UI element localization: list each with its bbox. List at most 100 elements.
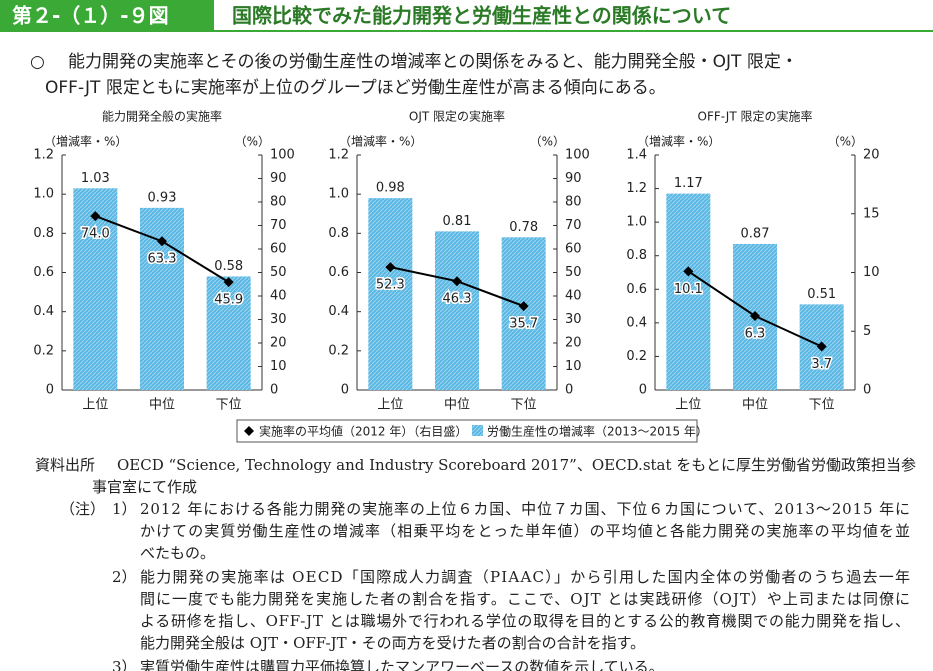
x-tick-label: 下位: [809, 398, 835, 413]
y2-tick-label: 0: [565, 383, 573, 398]
x-tick-label: 上位: [675, 398, 701, 413]
bar-value-label: 0.93: [148, 190, 177, 205]
line-marker: [816, 341, 827, 352]
summary-line: 能力開発の実施率とその後の労働生産性の増減率との関係をみると、能力開発全般・OJ…: [68, 52, 798, 72]
note-line: 間に一度でも能力開発を実施した者の割合を指す。ここで、OJT とは実践研修（OJ…: [140, 590, 910, 608]
y2-tick-label: 50: [270, 265, 287, 280]
y2-tick-label: 10: [565, 359, 582, 374]
line-marker: [157, 236, 167, 247]
source-label: 資料出所: [35, 456, 95, 474]
y-tick-label: 1.2: [33, 148, 54, 163]
y2-tick-label: 90: [565, 171, 582, 186]
y-axis-label: （増減率・%）: [637, 134, 720, 149]
line-marker: [518, 301, 529, 312]
y2-tick-label: 10: [270, 359, 287, 374]
y2-tick-label: 5: [863, 324, 871, 339]
bar-value-label: 0.87: [741, 226, 770, 241]
line-marker: [385, 262, 396, 273]
legend-label: 労働生産性の増減率（2013～2015 年）: [487, 424, 708, 439]
note-number: 1）: [112, 500, 137, 518]
chart-title: 能力開発全般の実施率: [102, 109, 222, 124]
y2-tick-label: 80: [270, 195, 287, 210]
y-tick-label: 1.4: [626, 148, 647, 163]
note-number: 3）: [112, 658, 137, 671]
y2-tick-label: 70: [270, 218, 287, 233]
bar-value-label: 0.81: [443, 214, 472, 229]
line-marker: [750, 310, 760, 321]
bar: [368, 198, 413, 390]
y2-tick-label: 100: [565, 148, 590, 163]
source-line: OECD “Science, Technology and Industry S…: [117, 456, 916, 474]
y-tick-label: 0: [341, 383, 349, 398]
y-tick-label: 0.6: [328, 265, 349, 280]
x-tick-label: 下位: [216, 398, 242, 413]
y2-tick-label: 60: [270, 242, 287, 257]
note-line: 実質労働生産性は購買力平価換算したマンアワーベースの数値を示している。: [140, 658, 664, 671]
bar-value-label: 0.98: [376, 181, 405, 196]
y2-tick-label: 0: [270, 383, 278, 398]
source-line: 事官室にて作成: [92, 478, 197, 496]
x-tick-label: 中位: [149, 398, 175, 413]
figure-title: 国際比較でみた能力開発と労働生産性との関係について: [232, 4, 731, 28]
bar: [501, 237, 546, 390]
y-tick-label: 0.8: [626, 248, 647, 263]
y-tick-label: 1.0: [328, 187, 349, 202]
y-tick-label: 1.2: [328, 148, 349, 163]
y2-tick-label: 30: [270, 312, 287, 327]
line-marker: [90, 211, 101, 222]
bar-value-label: 0.51: [807, 287, 836, 302]
y2-tick-label: 80: [565, 195, 582, 210]
note-line: よる研修を指し、OFF-JT とは職場外で行われる学位の取得を目的とする公的教育…: [140, 612, 910, 630]
line-value-label: 52.3: [376, 278, 405, 293]
y-tick-label: 1.0: [626, 215, 647, 230]
x-tick-label: 上位: [82, 398, 108, 413]
bar: [666, 193, 711, 390]
note-line: 能力開発全般は OJT・OFF-JT・その両方を受けた者の割合の合計を指す。: [140, 634, 645, 652]
line-value-label: 3.7: [811, 357, 832, 372]
y2-tick-label: 20: [565, 336, 582, 351]
y2-tick-label: 60: [565, 242, 582, 257]
y2-tick-label: 50: [565, 265, 582, 280]
line-value-label: 74.0: [81, 227, 110, 242]
line-value-label: 35.7: [509, 317, 538, 332]
y-axis-label: （増減率・%）: [44, 134, 127, 149]
y-tick-label: 0.6: [626, 282, 647, 297]
y2-axis-label: （%）: [828, 135, 863, 149]
x-tick-label: 中位: [444, 398, 470, 413]
y-tick-label: 0.4: [328, 304, 349, 319]
y2-tick-label: 0: [863, 383, 871, 398]
note-line: 2012 年における各能力開発の実施率の上位６カ国、中位７カ国、下位６カ国につい…: [140, 500, 910, 518]
bar-value-label: 1.17: [674, 176, 703, 191]
line-value-label: 6.3: [745, 326, 766, 341]
legend-label: 実施率の平均値（2012 年）（右目盛）: [259, 424, 467, 439]
y-tick-label: 0.4: [626, 315, 647, 330]
line-value-label: 46.3: [443, 292, 472, 307]
y-axis-label: （増減率・%）: [339, 134, 422, 149]
chart-title: OFF-JT 限定の実施率: [698, 109, 813, 124]
line-value-label: 45.9: [214, 293, 243, 308]
chart-title: OJT 限定の実施率: [409, 109, 505, 124]
y-tick-label: 1.0: [33, 187, 54, 202]
line-marker: [223, 277, 234, 288]
line-value-label: 63.3: [148, 252, 177, 267]
y-tick-label: 0.2: [626, 349, 647, 364]
y2-tick-label: 10: [863, 265, 880, 280]
summary-line: OFF-JT 限定ともに実施率が上位のグループほど労働生産性が高まる傾向にある。: [45, 78, 666, 98]
y2-tick-label: 15: [863, 206, 880, 221]
y-tick-label: 0: [46, 383, 54, 398]
bar: [206, 276, 251, 390]
bar-value-label: 0.58: [214, 259, 243, 274]
bar-value-label: 1.03: [81, 171, 110, 186]
line-value-label: 10.1: [674, 282, 703, 297]
note-number: 2）: [112, 568, 137, 586]
x-tick-label: 下位: [511, 398, 537, 413]
figure-no: 第２-（１）-９図: [12, 4, 169, 28]
x-tick-label: 上位: [377, 398, 403, 413]
summary-bullet: ○: [30, 52, 45, 72]
y-tick-label: 0.8: [33, 226, 54, 241]
y2-tick-label: 20: [270, 336, 287, 351]
y2-tick-label: 90: [270, 171, 287, 186]
y2-tick-label: 40: [270, 289, 287, 304]
y-tick-label: 1.2: [626, 181, 647, 196]
